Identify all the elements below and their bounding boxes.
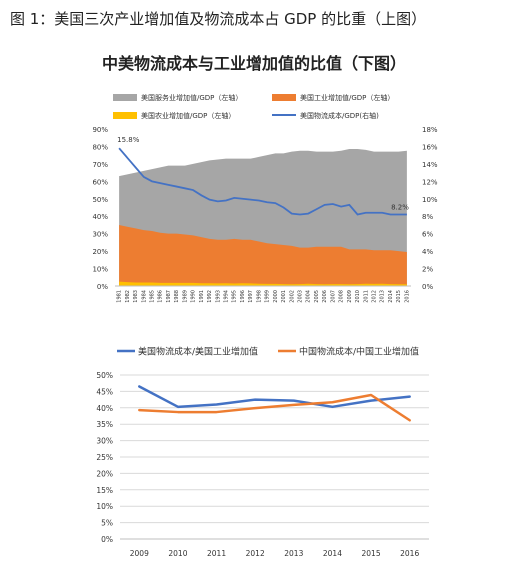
- chart-subtitle: 中美物流成本与工业增加值的比值（下图）: [101, 54, 406, 73]
- x-tick-label: 1981: [117, 290, 123, 303]
- y-left-tick-label: 70%: [92, 161, 108, 169]
- x-tick-label: 2011: [363, 290, 369, 303]
- y-right-tick-label: 16%: [422, 143, 438, 151]
- y-tick-label: 20%: [96, 469, 113, 478]
- x-tick-label: 2010: [355, 290, 361, 303]
- x-tick-label: 2015: [396, 290, 402, 303]
- y-right-tick-label: 10%: [422, 196, 438, 204]
- x-tick-label: 2005: [314, 290, 320, 303]
- x-tick-label: 2016: [400, 549, 419, 558]
- x-tick-label: 1995: [232, 290, 238, 303]
- page-title: 图 1：美国三次产业增加值及物流成本占 GDP 的比重（上图）: [10, 10, 427, 28]
- y-left-tick-label: 80%: [92, 143, 108, 151]
- y-tick-label: 25%: [96, 453, 113, 462]
- x-tick-label: 1984: [141, 290, 147, 303]
- x-tick-label: 1991: [199, 290, 205, 303]
- legend-label-0: 美国物流成本/美国工业增加值: [138, 346, 258, 358]
- x-tick-label: 2009: [130, 549, 149, 558]
- line-series-logistics: [118, 147, 407, 216]
- upper-chart: 美国服务业增加值/GDP（左轴） 美国工业增加值/GDP（左轴） 美国农业增加值/G…: [92, 93, 438, 303]
- x-tick-label: 1993: [215, 290, 221, 303]
- line-series-1: [138, 393, 411, 422]
- x-tick-label: 2013: [380, 290, 386, 303]
- x-tick-label: 1994: [224, 290, 230, 303]
- legend-swatch-1: [272, 94, 296, 101]
- legend-label-1: 美国工业增加值/GDP（左轴）: [300, 93, 394, 102]
- x-tick-label: 2004: [306, 290, 312, 303]
- x-tick-label: 2000: [273, 290, 279, 303]
- x-tick-label: 2016: [404, 290, 410, 303]
- y-right-tick-label: 6%: [422, 231, 433, 239]
- x-tick-label: 1985: [150, 290, 156, 303]
- legend-label-1: 中国物流成本/中国工业增加值: [299, 346, 419, 358]
- y-left-tick-label: 10%: [92, 266, 108, 274]
- y-tick-label: 50%: [96, 371, 113, 380]
- x-tick-label: 1988: [174, 290, 180, 303]
- y-left-tick-label: 40%: [92, 213, 108, 221]
- annotation-end: 8.2%: [391, 203, 409, 211]
- legend-swatch-0: [113, 94, 137, 101]
- x-tick-label: 2014: [388, 290, 394, 303]
- y-right-tick-label: 12%: [422, 178, 438, 186]
- x-tick-label: 2012: [246, 549, 265, 558]
- x-tick-label: 2010: [168, 549, 187, 558]
- y-left-tick-label: 60%: [92, 178, 108, 186]
- x-tick-label: 2015: [362, 549, 381, 558]
- x-tick-label: 2006: [322, 290, 328, 303]
- y-right-tick-label: 18%: [422, 126, 438, 134]
- x-tick-label: 2009: [347, 290, 353, 303]
- y-left-tick-label: 90%: [92, 126, 108, 134]
- y-tick-label: 45%: [96, 387, 113, 396]
- annotation-start: 15.8%: [117, 136, 140, 144]
- y-right-tick-label: 4%: [422, 248, 433, 256]
- y-left-tick-label: 30%: [92, 231, 108, 239]
- legend-label-0: 美国服务业增加值/GDP（左轴）: [141, 93, 242, 102]
- x-tick-label: 1996: [240, 290, 246, 303]
- y-tick-label: 5%: [101, 519, 113, 528]
- area-series-2: [119, 281, 407, 286]
- y-tick-label: 15%: [96, 486, 113, 495]
- x-tick-label: 2002: [289, 290, 295, 303]
- x-tick-label: 1987: [166, 290, 172, 303]
- legend-label-2: 美国农业增加值/GDP（左轴）: [141, 111, 235, 120]
- x-tick-label: 1999: [265, 290, 271, 303]
- y-right-tick-label: 14%: [422, 161, 438, 169]
- y-tick-label: 40%: [96, 404, 113, 413]
- x-tick-label: 1989: [182, 290, 188, 303]
- line-series-0: [138, 385, 411, 409]
- x-tick-label: 2011: [207, 549, 226, 558]
- y-tick-label: 10%: [96, 502, 113, 511]
- x-tick-label: 1986: [158, 290, 164, 303]
- x-tick-label: 2008: [339, 290, 345, 303]
- x-tick-label: 2007: [330, 290, 336, 303]
- x-tick-label: 1990: [191, 290, 197, 303]
- lower-chart: 美国物流成本/美国工业增加值 中国物流成本/中国工业增加值 0% 5% 10% 15% 20…: [96, 346, 429, 558]
- y-left-tick-label: 20%: [92, 248, 108, 256]
- area-series-1: [119, 224, 407, 286]
- x-tick-label: 1997: [248, 290, 254, 303]
- legend-swatch-2: [113, 112, 137, 119]
- y-left-tick-label: 0%: [97, 283, 108, 291]
- x-tick-label: 2012: [372, 290, 378, 303]
- y-right-tick-label: 0%: [422, 283, 433, 291]
- x-tick-label: 2013: [284, 549, 303, 558]
- x-tick-label: 2001: [281, 290, 287, 303]
- x-tick-label: 1982: [125, 290, 131, 303]
- y-tick-label: 30%: [96, 437, 113, 446]
- x-tick-label: 1983: [133, 290, 139, 303]
- y-right-tick-label: 8%: [422, 213, 433, 221]
- x-tick-label: 1992: [207, 290, 213, 303]
- x-tick-label: 2003: [298, 290, 304, 303]
- y-right-tick-label: 2%: [422, 266, 433, 274]
- y-tick-label: 0%: [101, 535, 113, 544]
- x-tick-label: 1998: [256, 290, 262, 303]
- legend-label-3: 美国物流成本/GDP(右轴): [300, 111, 379, 120]
- x-tick-label: 2014: [323, 549, 342, 558]
- y-left-tick-label: 50%: [92, 196, 108, 204]
- y-tick-label: 35%: [96, 420, 113, 429]
